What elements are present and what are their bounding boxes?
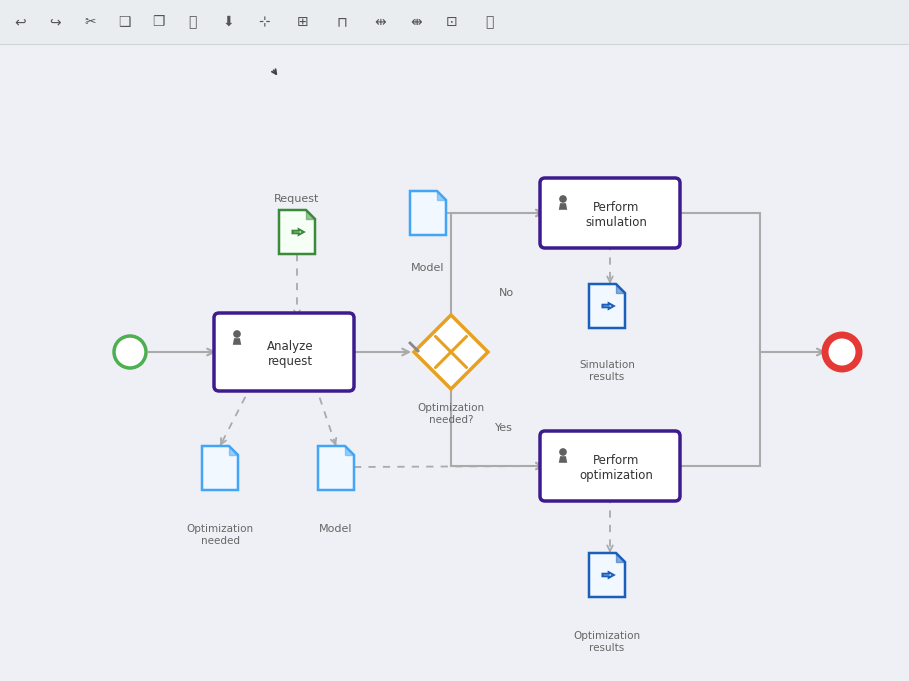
Polygon shape — [589, 553, 625, 597]
Circle shape — [825, 335, 859, 369]
FancyBboxPatch shape — [540, 178, 680, 248]
Polygon shape — [410, 191, 446, 235]
Circle shape — [559, 448, 567, 456]
Bar — [0, 0, 909, 44]
Text: ❒: ❒ — [152, 15, 165, 29]
Text: ⊡: ⊡ — [446, 15, 458, 29]
Text: ⛓: ⛓ — [484, 15, 494, 29]
Polygon shape — [559, 203, 567, 210]
Text: Optimization
needed: Optimization needed — [186, 524, 254, 545]
Text: Model: Model — [411, 263, 445, 273]
Text: ↪: ↪ — [49, 15, 61, 29]
Text: Analyze
request: Analyze request — [266, 340, 314, 368]
Text: Perform
simulation: Perform simulation — [585, 201, 647, 229]
Polygon shape — [233, 338, 241, 345]
Text: ⊓: ⊓ — [336, 15, 347, 29]
Circle shape — [559, 195, 567, 203]
Polygon shape — [293, 229, 304, 235]
Polygon shape — [202, 446, 238, 490]
FancyBboxPatch shape — [214, 313, 354, 391]
Text: Model: Model — [319, 524, 353, 534]
Text: ⊞: ⊞ — [297, 15, 309, 29]
Polygon shape — [229, 446, 238, 455]
Circle shape — [234, 330, 241, 338]
Polygon shape — [603, 303, 614, 308]
Polygon shape — [616, 284, 625, 293]
Text: ⇹: ⇹ — [375, 15, 385, 29]
Text: Request: Request — [275, 194, 320, 204]
Text: Optimization
needed?: Optimization needed? — [417, 403, 484, 424]
Polygon shape — [437, 191, 446, 200]
Text: ⊹: ⊹ — [258, 15, 270, 29]
Polygon shape — [279, 210, 315, 254]
Text: ↩: ↩ — [15, 15, 25, 29]
Text: ⬛: ⬛ — [188, 15, 196, 29]
Text: ⬇: ⬇ — [222, 15, 234, 29]
Polygon shape — [345, 446, 354, 455]
Text: Perform
optimization: Perform optimization — [579, 454, 653, 482]
Text: Optimization
results: Optimization results — [574, 631, 641, 652]
Text: ❑: ❑ — [118, 15, 130, 29]
Text: Yes: Yes — [495, 423, 513, 433]
Text: No: No — [499, 288, 514, 298]
Circle shape — [114, 336, 146, 368]
Polygon shape — [306, 210, 315, 219]
Polygon shape — [414, 315, 488, 389]
Polygon shape — [318, 446, 354, 490]
Text: ⇼: ⇼ — [410, 15, 422, 29]
Text: ✂: ✂ — [85, 15, 95, 29]
Polygon shape — [589, 284, 625, 328]
Polygon shape — [616, 553, 625, 562]
Polygon shape — [559, 456, 567, 463]
Text: Simulation
results: Simulation results — [579, 360, 635, 381]
Polygon shape — [603, 572, 614, 577]
FancyBboxPatch shape — [540, 431, 680, 501]
